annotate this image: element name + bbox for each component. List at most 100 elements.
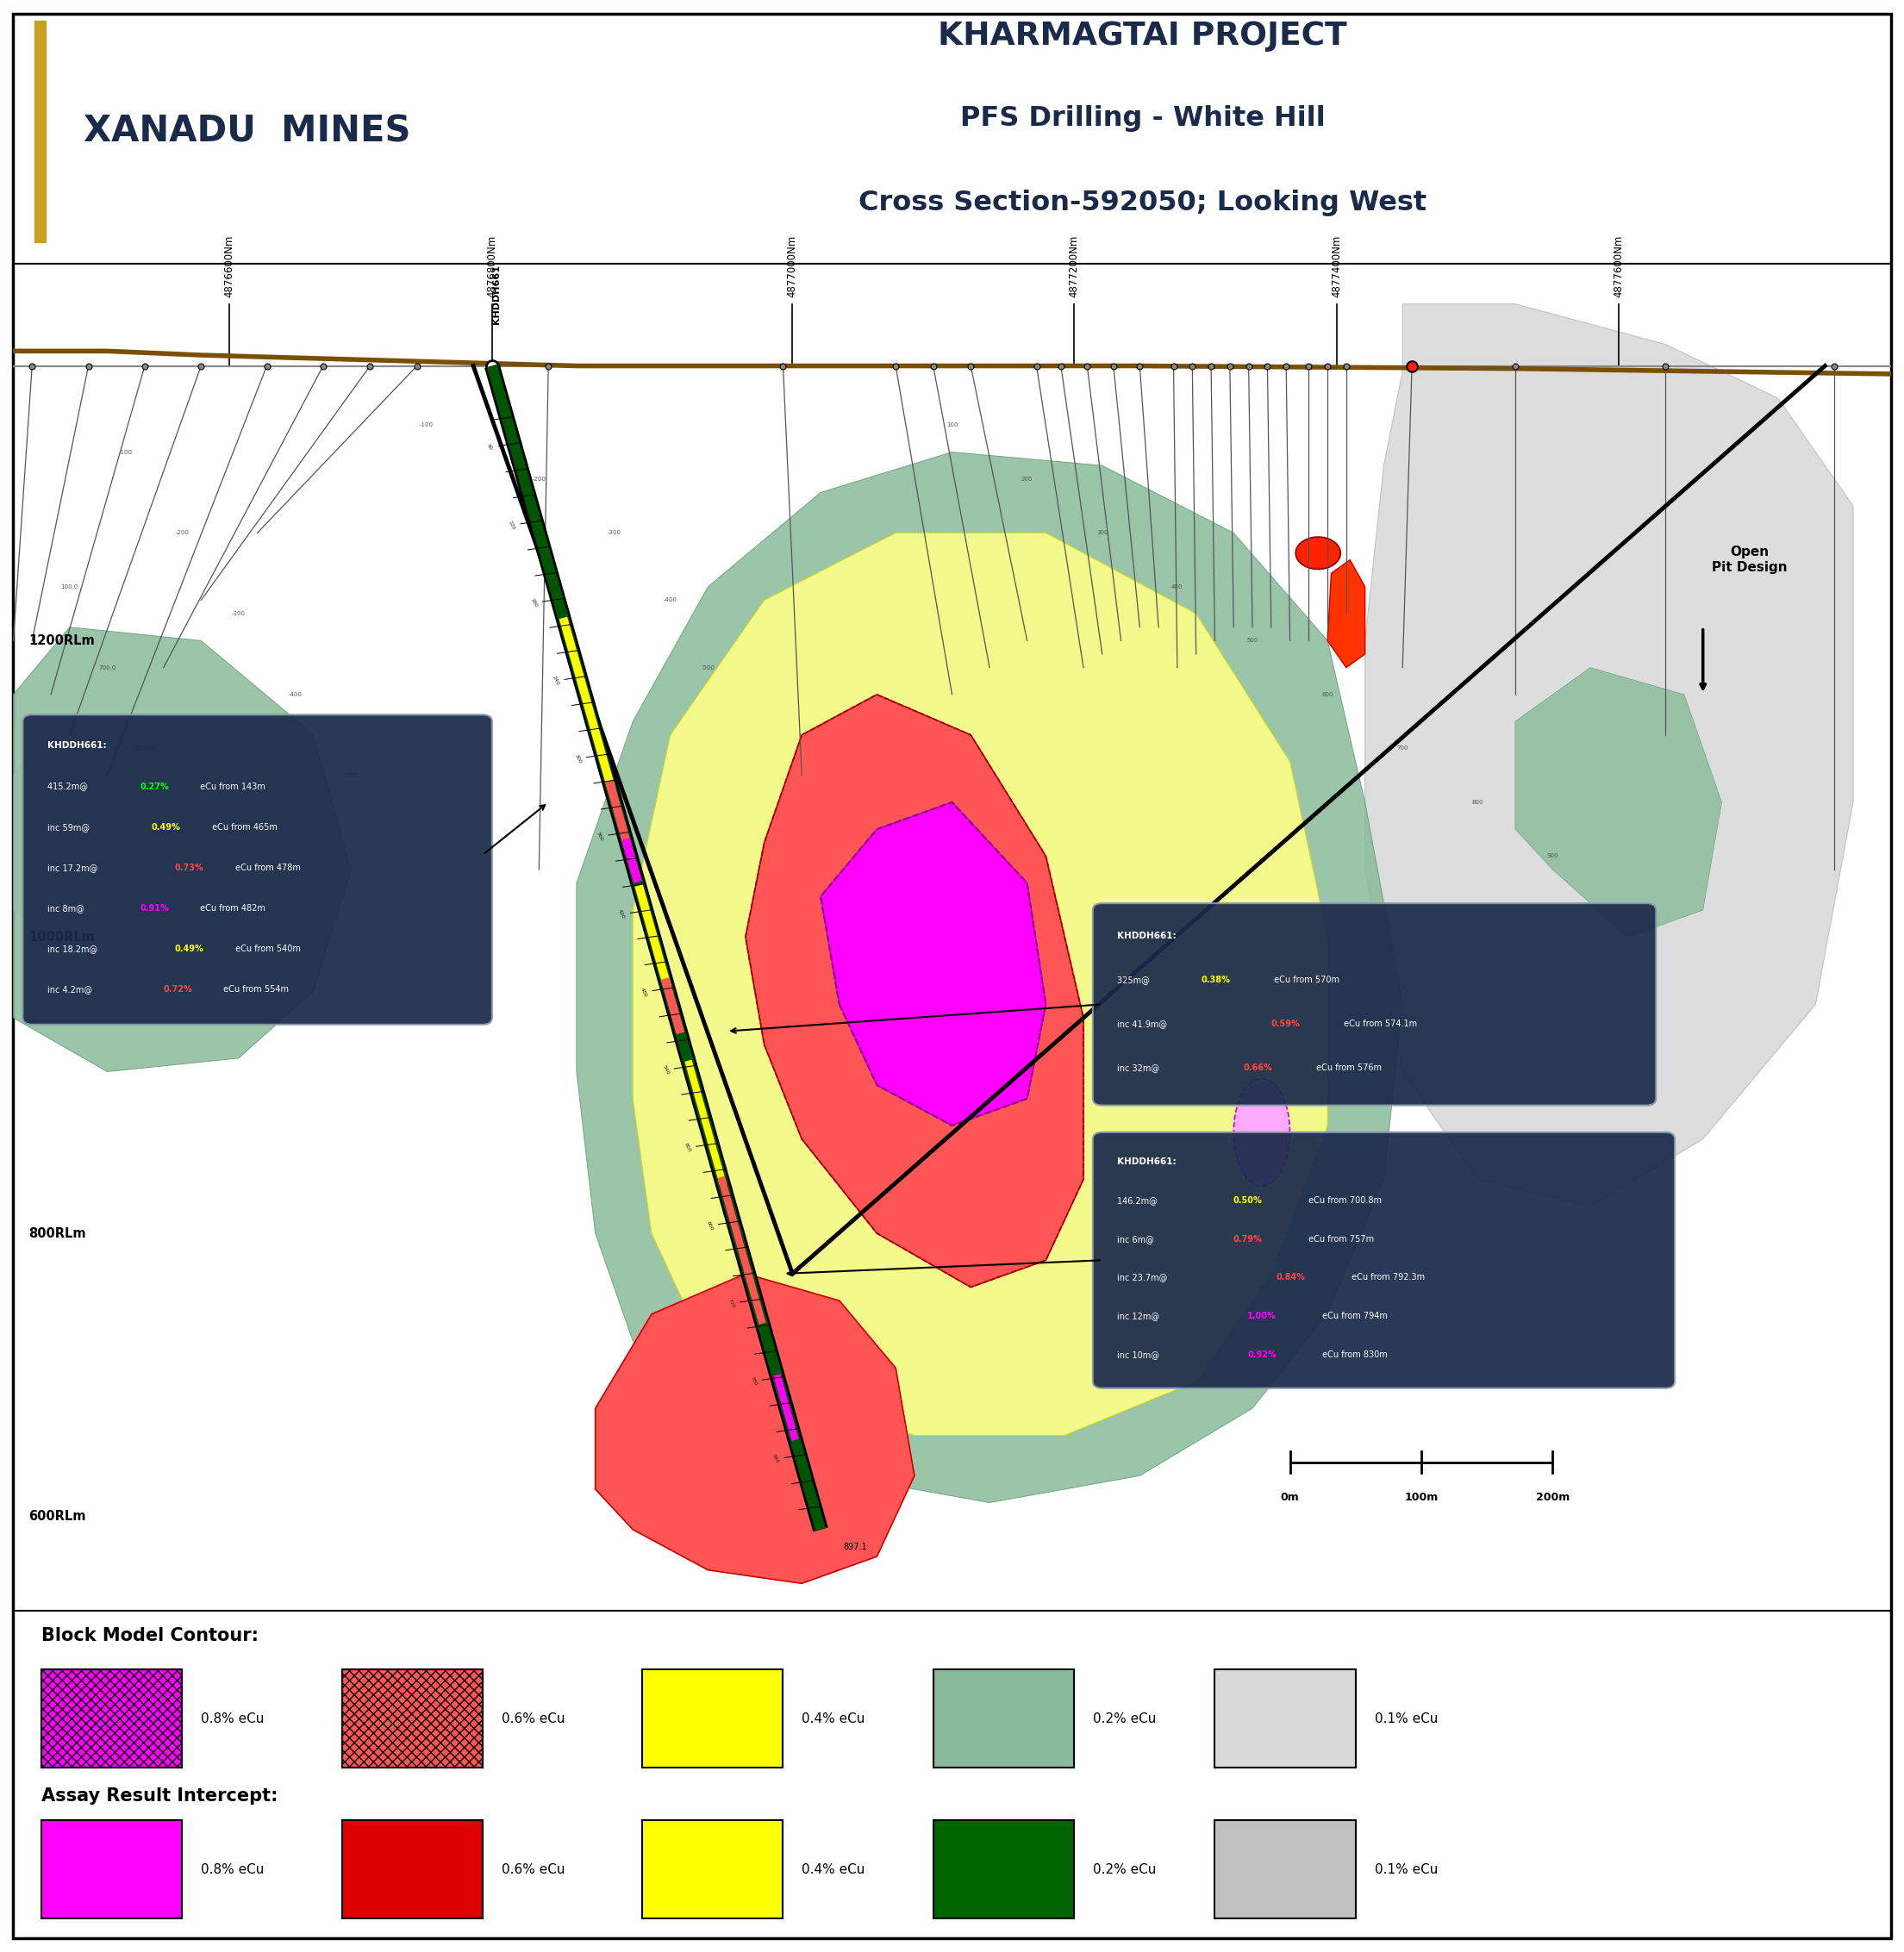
- Bar: [42, 1821, 183, 1919]
- Bar: [343, 1669, 482, 1769]
- Text: 900: 900: [1546, 853, 1559, 859]
- FancyBboxPatch shape: [1093, 904, 1656, 1105]
- Text: inc 23.7m@: inc 23.7m@: [1118, 1273, 1171, 1282]
- Text: KHARMAGTAI PROJECT: KHARMAGTAI PROJECT: [939, 21, 1346, 53]
- Text: 1050.0: 1050.0: [133, 746, 156, 752]
- Text: eCu from 757m: eCu from 757m: [1306, 1236, 1373, 1243]
- Text: -500: -500: [701, 666, 714, 670]
- FancyBboxPatch shape: [23, 714, 491, 1025]
- Bar: [933, 1821, 1074, 1919]
- Text: 100m: 100m: [1405, 1491, 1438, 1503]
- Text: 720: 720: [727, 1298, 735, 1310]
- Text: inc 41.9m@: inc 41.9m@: [1118, 1019, 1169, 1029]
- Polygon shape: [1234, 1078, 1289, 1187]
- Text: eCu from 574.1m: eCu from 574.1m: [1340, 1019, 1417, 1029]
- Text: -200: -200: [175, 531, 188, 535]
- Text: eCu from 700.8m: eCu from 700.8m: [1306, 1197, 1380, 1204]
- Polygon shape: [632, 533, 1327, 1435]
- Text: inc 4.2m@: inc 4.2m@: [48, 986, 95, 994]
- Text: inc 32m@: inc 32m@: [1118, 1064, 1161, 1072]
- Text: Open
Pit Design: Open Pit Design: [1712, 547, 1788, 574]
- Text: 800: 800: [1472, 800, 1483, 804]
- Polygon shape: [1365, 305, 1853, 1206]
- Text: KHDDH661:: KHDDH661:: [1118, 1158, 1177, 1167]
- Polygon shape: [1327, 560, 1365, 668]
- Text: XANADU  MINES: XANADU MINES: [84, 113, 411, 150]
- Text: inc 59m@: inc 59m@: [48, 822, 91, 832]
- Text: 0.6% eCu: 0.6% eCu: [501, 1862, 565, 1876]
- Text: Block Model Contour:: Block Model Contour:: [42, 1626, 259, 1644]
- Text: 0.1% eCu: 0.1% eCu: [1375, 1862, 1438, 1876]
- Text: eCu from 465m: eCu from 465m: [209, 822, 278, 832]
- Text: 4876600Nm: 4876600Nm: [223, 234, 234, 297]
- Text: eCu from 478m: eCu from 478m: [232, 863, 301, 873]
- Text: -400: -400: [288, 691, 301, 697]
- Bar: [642, 1669, 783, 1769]
- Text: 0.73%: 0.73%: [175, 863, 204, 873]
- Text: 100.0: 100.0: [61, 584, 78, 590]
- Bar: [1215, 1821, 1356, 1919]
- Text: 0m: 0m: [1281, 1491, 1299, 1503]
- Text: 897.1: 897.1: [843, 1542, 866, 1552]
- Text: 840: 840: [771, 1454, 779, 1464]
- Text: 146.2m@: 146.2m@: [1118, 1197, 1160, 1204]
- Text: 180: 180: [529, 597, 537, 609]
- Text: KHDDH661:: KHDDH661:: [1118, 931, 1177, 941]
- Text: -200: -200: [531, 476, 546, 482]
- Text: 500: 500: [1247, 638, 1259, 644]
- Polygon shape: [1516, 668, 1721, 937]
- Text: 0.2% eCu: 0.2% eCu: [1093, 1712, 1156, 1726]
- Polygon shape: [596, 1275, 914, 1583]
- Bar: [42, 1669, 183, 1769]
- Bar: [42, 1669, 183, 1769]
- Text: 540: 540: [661, 1064, 670, 1076]
- Text: 4877200Nm: 4877200Nm: [1068, 234, 1080, 297]
- Text: 480: 480: [640, 986, 647, 997]
- Text: -100: -100: [120, 449, 133, 455]
- Text: 600RLm: 600RLm: [29, 1509, 86, 1523]
- Bar: [343, 1821, 482, 1919]
- Bar: [34, 21, 46, 242]
- Text: -500: -500: [345, 773, 358, 779]
- Text: 600: 600: [1321, 691, 1333, 697]
- Text: 780: 780: [748, 1376, 758, 1386]
- Text: eCu from 792.3m: eCu from 792.3m: [1348, 1273, 1424, 1282]
- Text: 0.27%: 0.27%: [139, 783, 169, 791]
- Text: 0.59%: 0.59%: [1272, 1019, 1300, 1029]
- Text: 800RLm: 800RLm: [29, 1226, 86, 1240]
- Text: 1000RLm: 1000RLm: [29, 931, 95, 943]
- Text: eCu from 540m: eCu from 540m: [232, 945, 301, 953]
- Text: 0.4% eCu: 0.4% eCu: [802, 1712, 864, 1726]
- Text: 200m: 200m: [1537, 1491, 1569, 1503]
- Polygon shape: [746, 695, 1083, 1286]
- Text: 0.72%: 0.72%: [164, 986, 192, 994]
- Text: inc 18.2m@: inc 18.2m@: [48, 945, 99, 953]
- Polygon shape: [13, 627, 350, 1072]
- Text: 600: 600: [684, 1142, 691, 1154]
- Text: inc 12m@: inc 12m@: [1118, 1312, 1161, 1320]
- Text: 0.49%: 0.49%: [152, 822, 181, 832]
- Text: -100: -100: [419, 422, 434, 427]
- Text: 120: 120: [508, 519, 516, 531]
- Text: 700: 700: [1398, 746, 1409, 752]
- Text: 0.4% eCu: 0.4% eCu: [802, 1862, 864, 1876]
- Text: inc 10m@: inc 10m@: [1118, 1351, 1161, 1359]
- Text: 4877400Nm: 4877400Nm: [1331, 234, 1342, 297]
- Text: 420: 420: [617, 910, 626, 919]
- Text: 60: 60: [486, 443, 493, 451]
- Polygon shape: [821, 802, 1045, 1126]
- Text: 1.00%: 1.00%: [1247, 1312, 1278, 1320]
- Text: 700.0: 700.0: [99, 666, 116, 670]
- Text: 0.49%: 0.49%: [175, 945, 204, 953]
- Text: -300: -300: [232, 611, 246, 617]
- Text: 240: 240: [552, 675, 560, 687]
- Text: 415.2m@: 415.2m@: [48, 783, 89, 791]
- Text: 0.1% eCu: 0.1% eCu: [1375, 1712, 1438, 1726]
- Text: 0.66%: 0.66%: [1243, 1064, 1272, 1072]
- Text: inc 6m@: inc 6m@: [1118, 1236, 1158, 1243]
- Text: 360: 360: [596, 832, 604, 841]
- Text: 100: 100: [946, 422, 958, 427]
- Bar: [1215, 1669, 1356, 1769]
- Text: 0.79%: 0.79%: [1234, 1236, 1262, 1243]
- Text: 0.8% eCu: 0.8% eCu: [202, 1862, 265, 1876]
